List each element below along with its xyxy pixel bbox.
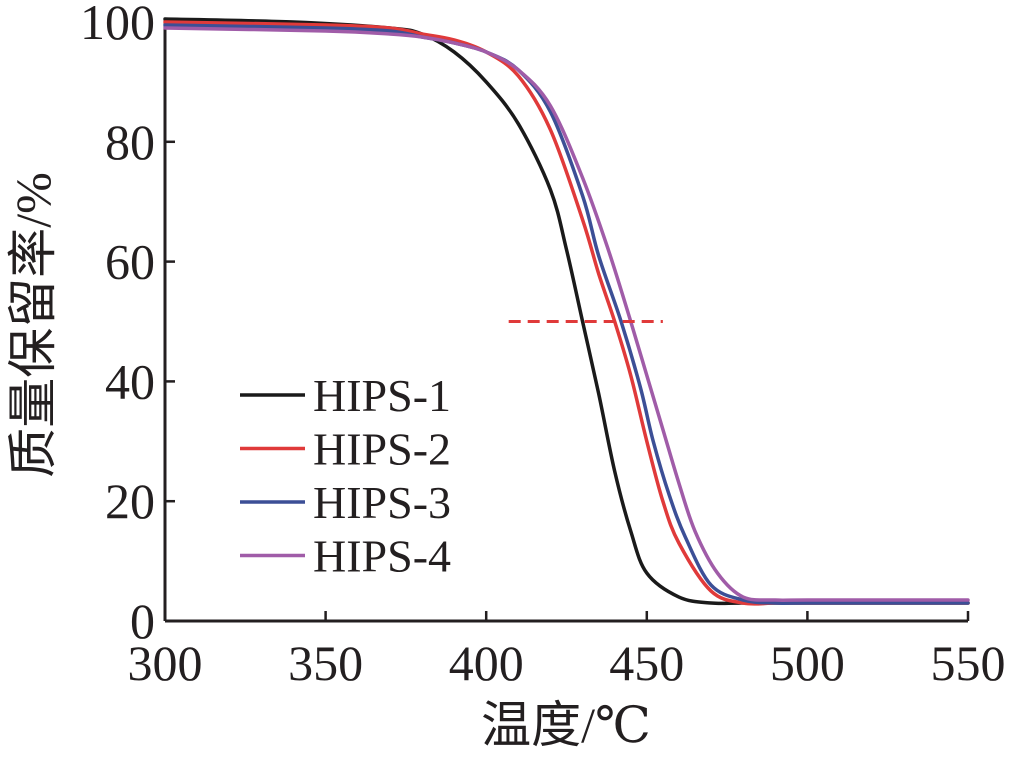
- y-axis-label: 质量保留率/%: [5, 172, 61, 478]
- x-tick-label: 500: [770, 635, 845, 691]
- y-tick-label: 60: [105, 234, 155, 290]
- x-tick-label: 550: [931, 635, 1006, 691]
- series-line-hips-2: [163, 20, 970, 606]
- legend-label-hips-1: HIPS-1: [313, 370, 451, 421]
- legend-label-hips-2: HIPS-2: [313, 424, 451, 475]
- y-tick-label: 20: [105, 473, 155, 529]
- series-line-hips-4: [163, 26, 970, 602]
- legend-label-hips-3: HIPS-3: [313, 477, 451, 528]
- series-line-hips-3: [163, 23, 970, 605]
- x-axis-label: 温度/℃: [481, 697, 651, 753]
- x-tick-label: 300: [128, 635, 203, 691]
- x-tick-label: 450: [609, 635, 684, 691]
- y-tick-label: 100: [80, 0, 155, 50]
- axes-group: 300 350 400 450 500 550 0 20 40 60 80 100: [80, 0, 1006, 691]
- series-group: [163, 17, 970, 606]
- x-tick-label: 400: [449, 635, 524, 691]
- legend-label-hips-4: HIPS-4: [313, 531, 451, 582]
- x-tick-label: 350: [288, 635, 363, 691]
- series-line-hips-1: [163, 17, 970, 606]
- y-tick-label: 80: [105, 114, 155, 170]
- y-tick-label: 40: [105, 353, 155, 409]
- y-tick-label: 0: [130, 593, 155, 649]
